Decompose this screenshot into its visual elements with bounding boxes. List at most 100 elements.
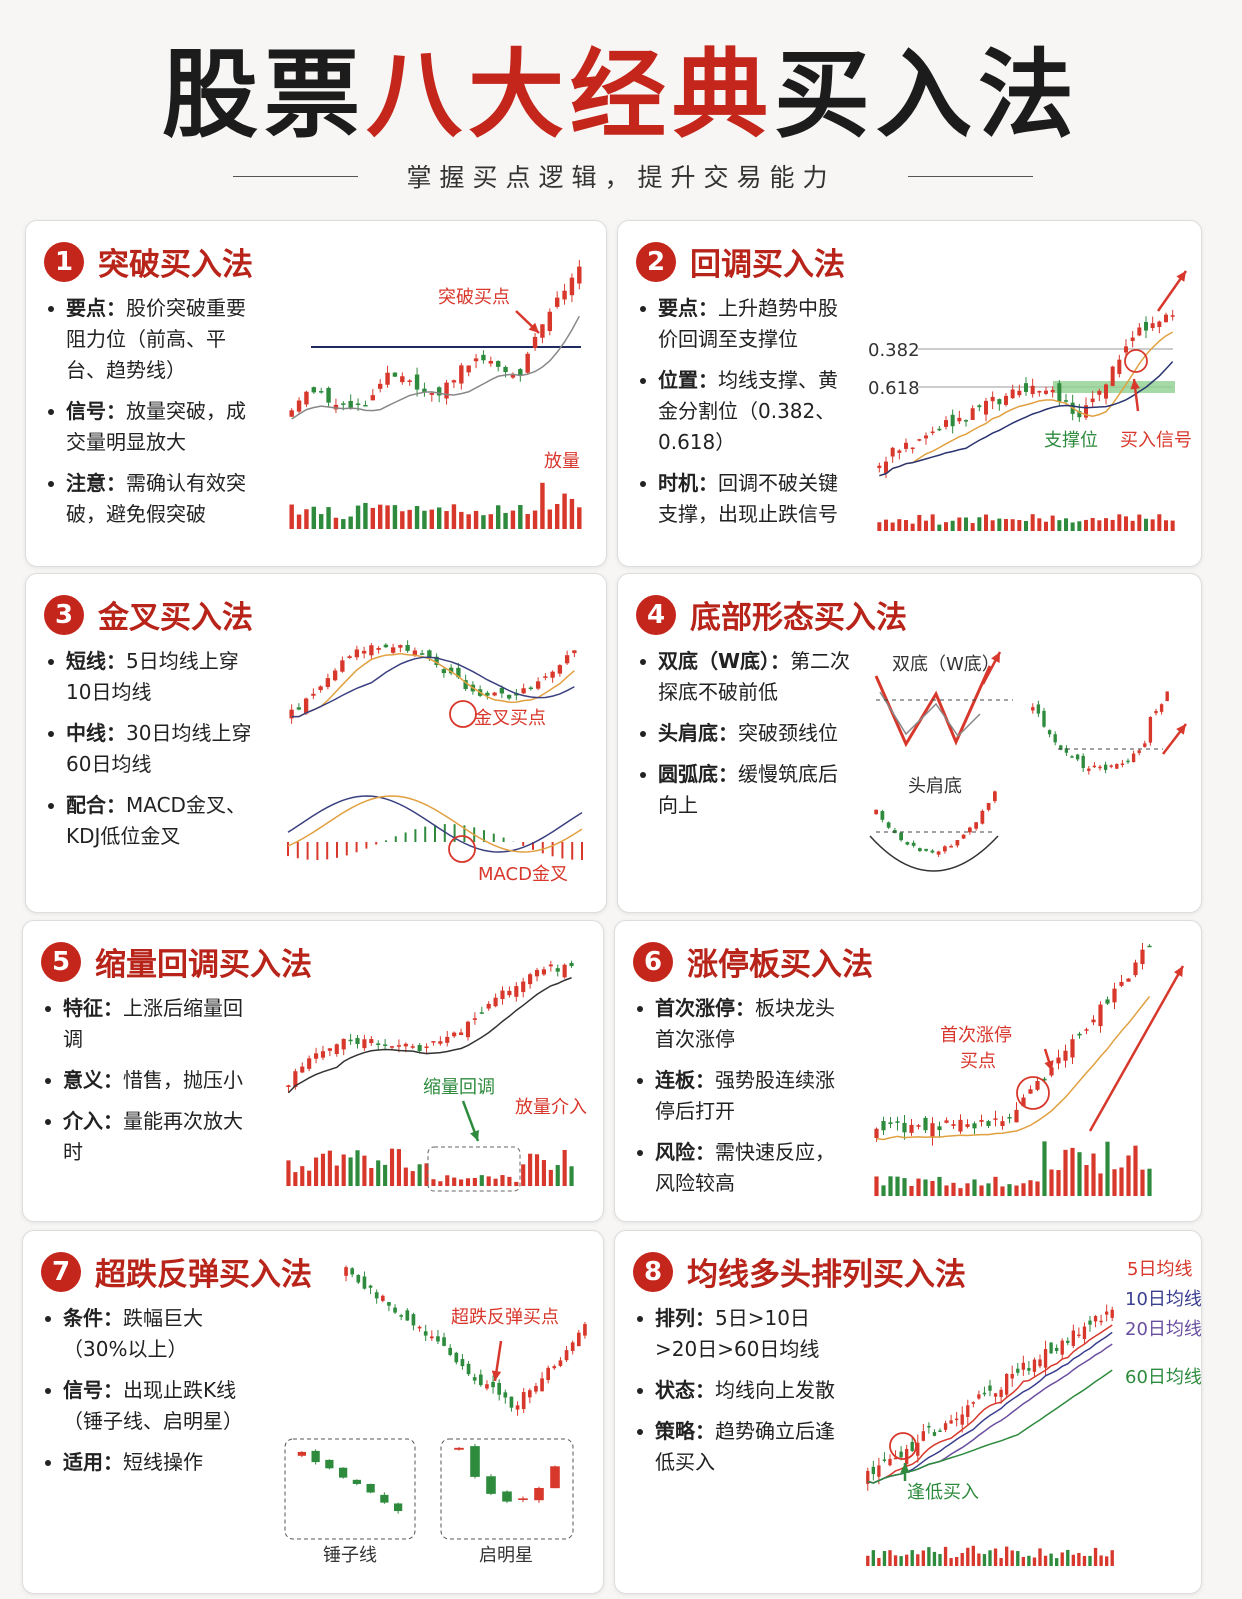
candle [921, 1431, 925, 1441]
point-text: 股价突破重要阻力位（前高、平台、趋势线） [66, 296, 246, 382]
point-label: 短线： [66, 649, 126, 673]
candle [383, 644, 389, 648]
candle [1049, 1342, 1053, 1354]
candle [930, 1123, 935, 1138]
candle [1126, 760, 1130, 763]
candle [899, 1451, 903, 1458]
candle [552, 1366, 557, 1369]
candle [515, 1405, 520, 1410]
candle [968, 827, 972, 833]
candle [557, 665, 563, 674]
point-text: 回调不破关键支撑，出现止跌信号 [658, 471, 838, 526]
arrow-head [528, 322, 539, 333]
volume-bar [937, 1176, 942, 1196]
candle [541, 969, 546, 975]
candle [399, 1315, 404, 1317]
candle [478, 1374, 483, 1386]
candle [472, 1018, 477, 1020]
candle [965, 1124, 970, 1127]
candle [943, 1423, 948, 1430]
candle [899, 832, 903, 841]
candle [1117, 359, 1122, 374]
point-list: 要点：股价突破重要阻力位（前高、平台、趋势线） 信号：放量突破，成交量明显放大 注意… [46, 293, 261, 540]
volume-bar [909, 1185, 914, 1196]
candle [454, 1352, 459, 1363]
volume-bar [1066, 1549, 1070, 1566]
volume-bar [1133, 1145, 1138, 1196]
candle [341, 403, 346, 405]
volume-bar [916, 1178, 921, 1196]
volume-bar [937, 524, 942, 531]
point-label: 信号： [66, 399, 126, 423]
card-number: 1 [44, 241, 84, 282]
candle [518, 369, 523, 376]
candle [368, 1285, 373, 1288]
candle [491, 1381, 495, 1388]
moving-average [879, 331, 1174, 477]
candle [340, 660, 345, 672]
macd-line [287, 795, 583, 853]
candle [427, 650, 432, 659]
candle [937, 428, 942, 431]
volume-bar [1124, 516, 1128, 531]
card: 首次涨停 买点 6 涨停板买入法 首次涨停：板块龙头首次涨停 连板：强势股连续涨停后打开风… [614, 920, 1202, 1222]
candle [927, 1425, 931, 1428]
candle [555, 968, 560, 972]
card-header: 7 超跌反弹买入法 [41, 1249, 312, 1294]
volume-bar [1112, 1169, 1117, 1196]
moving-average [867, 1343, 1113, 1484]
candle [1005, 1373, 1009, 1395]
card-number: 7 [41, 1251, 81, 1292]
point-text: MACD金叉、KDJ低位金叉 [66, 793, 246, 848]
candle [1030, 385, 1035, 395]
point-label: 状态： [655, 1378, 715, 1402]
candle [1150, 323, 1155, 329]
candle [1066, 1340, 1070, 1343]
candle [1070, 756, 1074, 758]
volume-bar [1105, 1556, 1109, 1566]
volume-bar [927, 1547, 931, 1566]
candle [1004, 395, 1008, 405]
candle [1075, 754, 1080, 760]
volume-bar [1014, 1185, 1019, 1196]
point: 信号：放量突破，成交量明显放大 [46, 396, 261, 458]
candle [1170, 315, 1175, 317]
volume-bar [910, 523, 915, 531]
point: 条件：跌幅巨大（30%以上） [43, 1303, 258, 1365]
volume-bar [999, 1558, 1003, 1566]
volume-bar [882, 1551, 887, 1566]
volume-bar [479, 1175, 484, 1186]
volume-bar [422, 510, 427, 529]
volume-bar [1005, 1546, 1009, 1566]
volume-bar [951, 1182, 956, 1196]
candle [470, 1446, 480, 1477]
candle [398, 645, 403, 648]
candle [895, 1121, 900, 1123]
card-header: 5 缩量回调买入法 [41, 939, 312, 984]
candle [1144, 321, 1148, 331]
w-pattern [874, 665, 992, 748]
candle [463, 680, 468, 689]
chart-label: 首次涨停 [940, 1025, 1012, 1046]
candle [534, 1487, 544, 1501]
candle [486, 1476, 496, 1494]
volume-bar [944, 1185, 949, 1196]
candle [1016, 1368, 1020, 1373]
candle [1010, 389, 1015, 399]
volume-bar [396, 1149, 401, 1186]
candle [990, 396, 995, 402]
candle [1032, 1359, 1037, 1372]
candle [977, 405, 982, 408]
volume-bar [1170, 520, 1175, 531]
volume-bar [438, 1181, 443, 1186]
point-label: 注意： [66, 471, 126, 495]
volume-bar [445, 1175, 450, 1186]
candle [986, 1121, 991, 1126]
candle [311, 1450, 320, 1463]
candle [456, 667, 461, 678]
volume-bar [938, 1553, 942, 1566]
point: 信号：出现止跌K线（锤子线、启明星） [43, 1375, 258, 1437]
candle [423, 1331, 428, 1336]
candle [376, 648, 381, 650]
